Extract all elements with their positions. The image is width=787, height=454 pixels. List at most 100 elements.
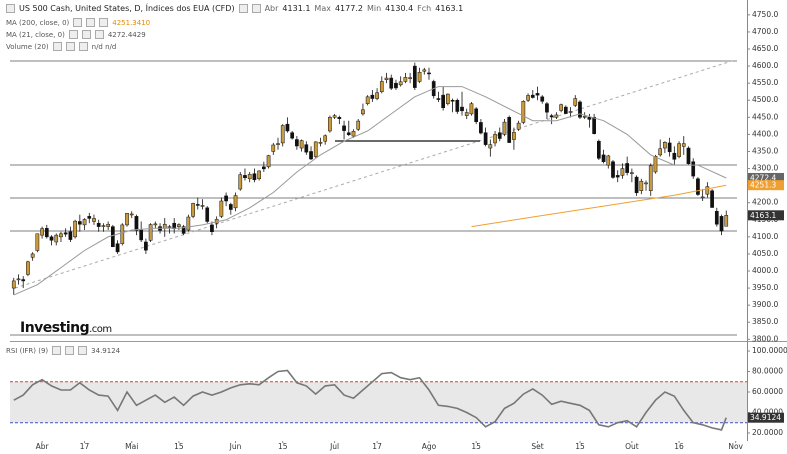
candle-body <box>59 233 63 238</box>
candle-body <box>455 99 460 112</box>
low-label: Min <box>366 4 382 13</box>
close-value: 4163.1 <box>435 4 464 13</box>
logo-text: Investing <box>20 320 90 336</box>
candle-body <box>96 222 101 227</box>
icon[interactable] <box>78 42 88 51</box>
candle-body <box>667 142 672 153</box>
rsi-pane <box>10 381 747 424</box>
moving-average-line <box>13 86 727 296</box>
candle-body <box>568 111 573 113</box>
price-badge-label: 34.9124 <box>750 413 781 422</box>
candle-body <box>408 77 412 79</box>
candle-body <box>691 161 696 177</box>
candle-body <box>181 226 186 234</box>
icon[interactable] <box>52 346 62 355</box>
y-tick-label: 4000.0 <box>752 266 778 275</box>
candle-body <box>54 234 59 243</box>
icon[interactable] <box>251 4 261 13</box>
header-line: US 500 Cash, United States, D, Índices d… <box>6 4 463 13</box>
candle-body <box>384 77 389 80</box>
candle-body <box>521 101 526 123</box>
candle-body <box>200 205 205 207</box>
candle-body <box>243 175 247 179</box>
instrument-title: US 500 Cash, United States, D, Índices d… <box>19 4 235 13</box>
indicator-line: MA (200, close, 0) 4251.3410 <box>6 18 150 27</box>
candle-body <box>488 144 493 149</box>
y-tick-label: 3800.0 <box>752 334 778 343</box>
y-tick-label: 4450.0 <box>752 112 778 121</box>
candle-body <box>323 135 328 142</box>
candle-body <box>153 223 158 226</box>
candle-body <box>634 176 639 194</box>
candle-body <box>224 195 228 202</box>
price-badge <box>748 180 784 191</box>
candle-body <box>606 155 611 166</box>
candle-body <box>427 72 431 75</box>
icon[interactable] <box>68 30 78 39</box>
y-tick-label: 4500.0 <box>752 95 778 104</box>
icon[interactable] <box>65 346 75 355</box>
candle-body <box>313 141 318 157</box>
y-tick-label: 100.0000 <box>752 346 787 355</box>
icon[interactable] <box>99 18 109 27</box>
icon[interactable] <box>94 30 104 39</box>
icon[interactable] <box>73 18 83 27</box>
candle-body <box>436 98 441 100</box>
icon[interactable] <box>78 346 88 355</box>
candle-body <box>554 114 559 118</box>
candle-body <box>417 71 422 82</box>
indicator-value: n/d n/d <box>91 42 117 51</box>
candle-body <box>361 109 365 115</box>
candle-body <box>516 122 521 130</box>
candle-body <box>290 132 295 139</box>
candle-body <box>658 148 663 156</box>
indicator-name: MA (200, close, 0) <box>6 18 70 27</box>
candle-body <box>233 195 238 209</box>
candle-body <box>167 226 172 228</box>
candle-body <box>620 168 625 176</box>
candle-body <box>139 229 144 241</box>
candle-body <box>686 147 691 165</box>
candle-body <box>479 122 483 134</box>
candle-body <box>464 112 469 116</box>
indicator-value: 34.9124 <box>91 346 121 355</box>
candle-body <box>700 196 705 199</box>
icon[interactable] <box>81 30 91 39</box>
candle-body <box>460 106 464 112</box>
candle-body <box>144 241 148 251</box>
candle-body <box>280 125 285 144</box>
x-tick-label: 17 <box>80 442 90 451</box>
candle-body <box>601 154 606 162</box>
candle-body <box>545 103 549 113</box>
candle-body <box>365 96 370 104</box>
icon[interactable] <box>86 18 96 27</box>
x-tick-label: Nov <box>728 442 743 451</box>
indicator-name: Volume (20) <box>6 42 49 51</box>
candle-body <box>705 186 710 195</box>
candle-body <box>403 77 408 82</box>
indicator-name: RSI (IFR) (9) <box>6 346 49 355</box>
candle-body <box>238 174 243 190</box>
y-tick-label: 80.0000 <box>752 367 783 376</box>
indicator-line: RSI (IFR) (9) 34.9124 <box>6 346 120 355</box>
candle-body <box>351 131 356 137</box>
candle-body <box>162 223 167 229</box>
y-tick-label: 4650.0 <box>752 44 778 53</box>
candle-body <box>111 226 115 248</box>
icon[interactable] <box>65 42 75 51</box>
open-value: 4131.1 <box>282 4 311 13</box>
x-tick-label: 15 <box>471 442 481 451</box>
icon[interactable] <box>52 42 62 51</box>
low-value: 4130.4 <box>385 4 414 13</box>
candle-body <box>252 173 257 181</box>
candle-body <box>724 215 729 227</box>
candle-body <box>493 134 497 144</box>
icon[interactable] <box>238 4 248 13</box>
candle-body <box>356 120 361 130</box>
y-tick-label: 3950.0 <box>752 283 778 292</box>
candle-body <box>261 166 266 170</box>
y-tick-label: 4100.0 <box>752 232 778 241</box>
candle-body <box>40 228 44 236</box>
